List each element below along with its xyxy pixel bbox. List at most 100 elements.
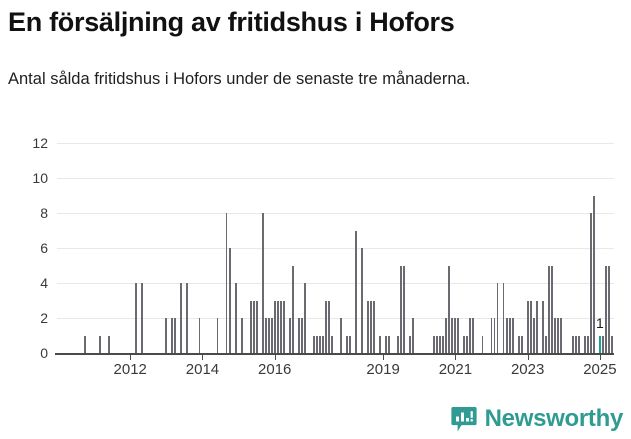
bar [526, 300, 529, 353]
bar [327, 300, 330, 353]
bar [571, 335, 574, 353]
bar [216, 318, 219, 353]
bar-chart: 0 2 4 6 8 10 12 1 2012 2014 2016 2019 2021 2023 2025 [0, 133, 631, 383]
newsworthy-logo[interactable]: Newsworthy [451, 404, 623, 434]
x-axis-tick [202, 353, 204, 360]
bar [186, 283, 189, 353]
bar [240, 318, 243, 353]
x-axis-tick [455, 353, 457, 360]
bar [439, 335, 442, 353]
bar [586, 335, 589, 353]
bar [282, 300, 285, 353]
bar [601, 335, 604, 353]
bar [321, 335, 324, 353]
bar [385, 335, 388, 353]
bar [448, 265, 451, 353]
bar [592, 195, 595, 353]
bar [400, 265, 403, 353]
bar [261, 213, 264, 353]
bar [466, 335, 469, 353]
bar [267, 318, 270, 353]
bar [108, 335, 111, 353]
bar [547, 265, 550, 353]
bar [312, 335, 315, 353]
bar [469, 318, 472, 353]
bar [297, 318, 300, 353]
bar [349, 335, 351, 353]
bar [355, 230, 357, 353]
bar [493, 318, 496, 353]
bar [340, 318, 342, 353]
bar [388, 335, 391, 353]
bar [225, 213, 228, 353]
y-axis-tick-label: 0 [40, 345, 48, 361]
bar [174, 318, 177, 353]
bar [135, 283, 138, 353]
logo-wordmark: Newsworthy [484, 405, 624, 432]
gridline [57, 143, 614, 144]
bar [457, 318, 460, 353]
bar [496, 283, 499, 353]
bar-value-label: 1 [595, 314, 604, 331]
x-axis-ticks [57, 353, 614, 361]
gridline [57, 178, 614, 179]
bar [198, 318, 201, 353]
page-title: En försäljning av fritidshus i Hofors [8, 7, 455, 37]
bar [379, 335, 382, 353]
bar [99, 335, 102, 353]
bar-highlighted [598, 335, 601, 353]
y-axis-tick-label: 6 [40, 240, 48, 256]
bar [472, 318, 475, 353]
bar [171, 318, 174, 353]
bar [574, 335, 577, 353]
page-subtitle: Antal sålda fritidshus i Hofors under de… [8, 70, 471, 88]
bar [255, 300, 258, 353]
x-axis-tick [274, 353, 276, 360]
bar [252, 300, 255, 353]
bar [249, 300, 252, 353]
bar [84, 335, 86, 353]
y-axis-labels: 0 2 4 6 8 10 12 [0, 136, 48, 360]
bar [502, 283, 505, 353]
bar [544, 335, 547, 353]
bar [445, 318, 448, 353]
bar [318, 335, 321, 353]
bar [324, 300, 327, 353]
bar [517, 335, 520, 353]
x-axis-tick [130, 353, 132, 360]
y-axis-tick-label: 2 [40, 310, 48, 326]
bar [291, 265, 294, 353]
bar [505, 318, 508, 353]
bar [370, 300, 372, 353]
bar [481, 335, 484, 353]
bar [535, 300, 538, 353]
bar [520, 335, 523, 353]
x-axis-tick-label: 2014 [185, 361, 220, 378]
x-axis-tick-label: 2016 [258, 361, 292, 378]
gridline [57, 213, 614, 214]
x-axis-tick [527, 353, 529, 360]
bar [409, 335, 412, 353]
x-axis-tick-label: 2025 [583, 361, 617, 378]
gridline [57, 248, 614, 249]
bar [577, 335, 580, 353]
bar [346, 335, 348, 353]
y-axis-tick-label: 12 [32, 135, 48, 151]
x-axis-tick-label: 2021 [438, 361, 473, 378]
bar [397, 335, 400, 353]
plot-area: 1 [55, 143, 614, 355]
x-axis-tick-label: 2012 [113, 361, 147, 378]
bar [433, 335, 436, 353]
bar [553, 318, 556, 353]
y-axis-tick-label: 10 [32, 170, 48, 186]
x-axis-tick [383, 353, 385, 360]
x-axis-tick [599, 353, 601, 360]
bar [264, 318, 267, 353]
bar [556, 318, 559, 353]
x-axis-labels: 2012 2014 2016 2019 2021 2023 2025 [57, 361, 617, 383]
x-axis-tick-label: 2023 [510, 361, 545, 378]
bar [180, 283, 183, 353]
bar [463, 335, 466, 353]
bar [604, 265, 607, 353]
bar [508, 318, 511, 353]
